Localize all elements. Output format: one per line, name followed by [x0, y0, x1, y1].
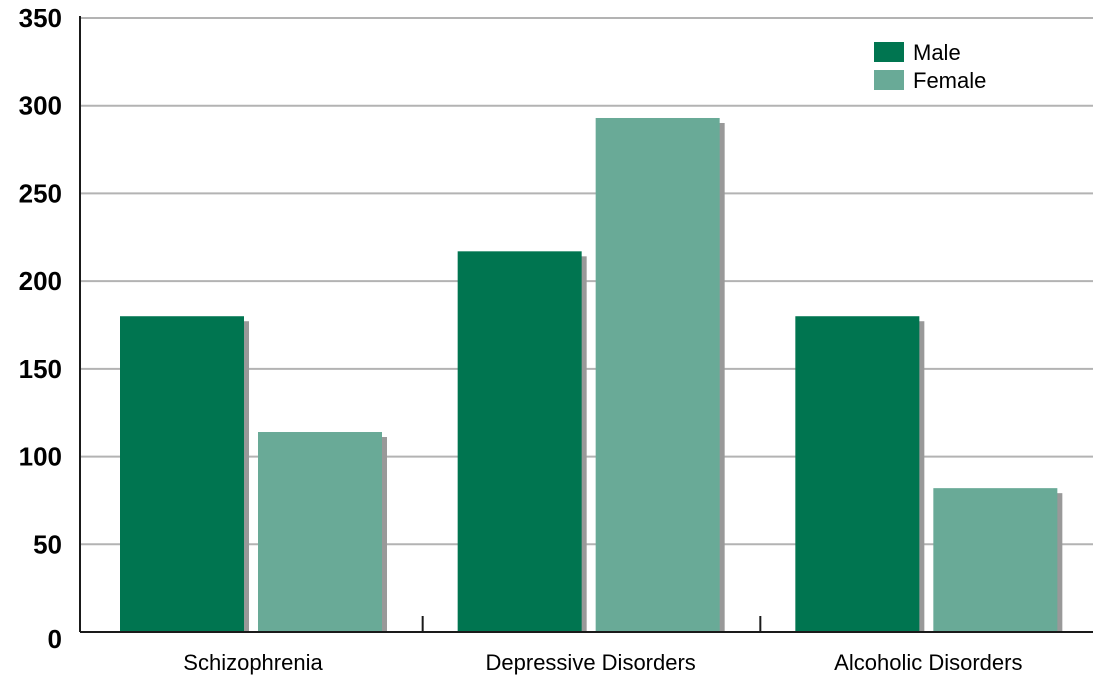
bar-female-0 [258, 432, 382, 632]
y-tick-label-250: 250 [19, 178, 62, 208]
legend-label-female: Female [913, 68, 986, 93]
y-tick-label-100: 100 [19, 442, 62, 472]
x-category-labels: Schizophrenia Depressive Disorders Alcohol… [183, 650, 1022, 675]
bar-female-1 [596, 118, 720, 632]
bar-male-0 [120, 316, 244, 632]
bar-female-2 [933, 488, 1057, 632]
x-category-label: Alcoholic Disorders [834, 650, 1022, 675]
bars [120, 118, 1062, 632]
y-tick-label-0: 0 [48, 624, 62, 654]
x-category-label: Depressive Disorders [486, 650, 696, 675]
y-tick-labels: 0 50 100 150 200 250 300 350 [19, 3, 62, 654]
bar-male-1 [458, 251, 582, 632]
y-tick-label-200: 200 [19, 266, 62, 296]
legend: Male Female [874, 40, 986, 93]
legend-swatch-female [874, 70, 904, 90]
y-tick-label-150: 150 [19, 354, 62, 384]
legend-swatch-male [874, 42, 904, 62]
y-tick-label-50: 50 [33, 529, 62, 559]
y-tick-label-350: 350 [19, 3, 62, 33]
bar-male-2 [795, 316, 919, 632]
x-category-label: Schizophrenia [183, 650, 323, 675]
legend-label-male: Male [913, 40, 961, 65]
y-tick-label-300: 300 [19, 91, 62, 121]
